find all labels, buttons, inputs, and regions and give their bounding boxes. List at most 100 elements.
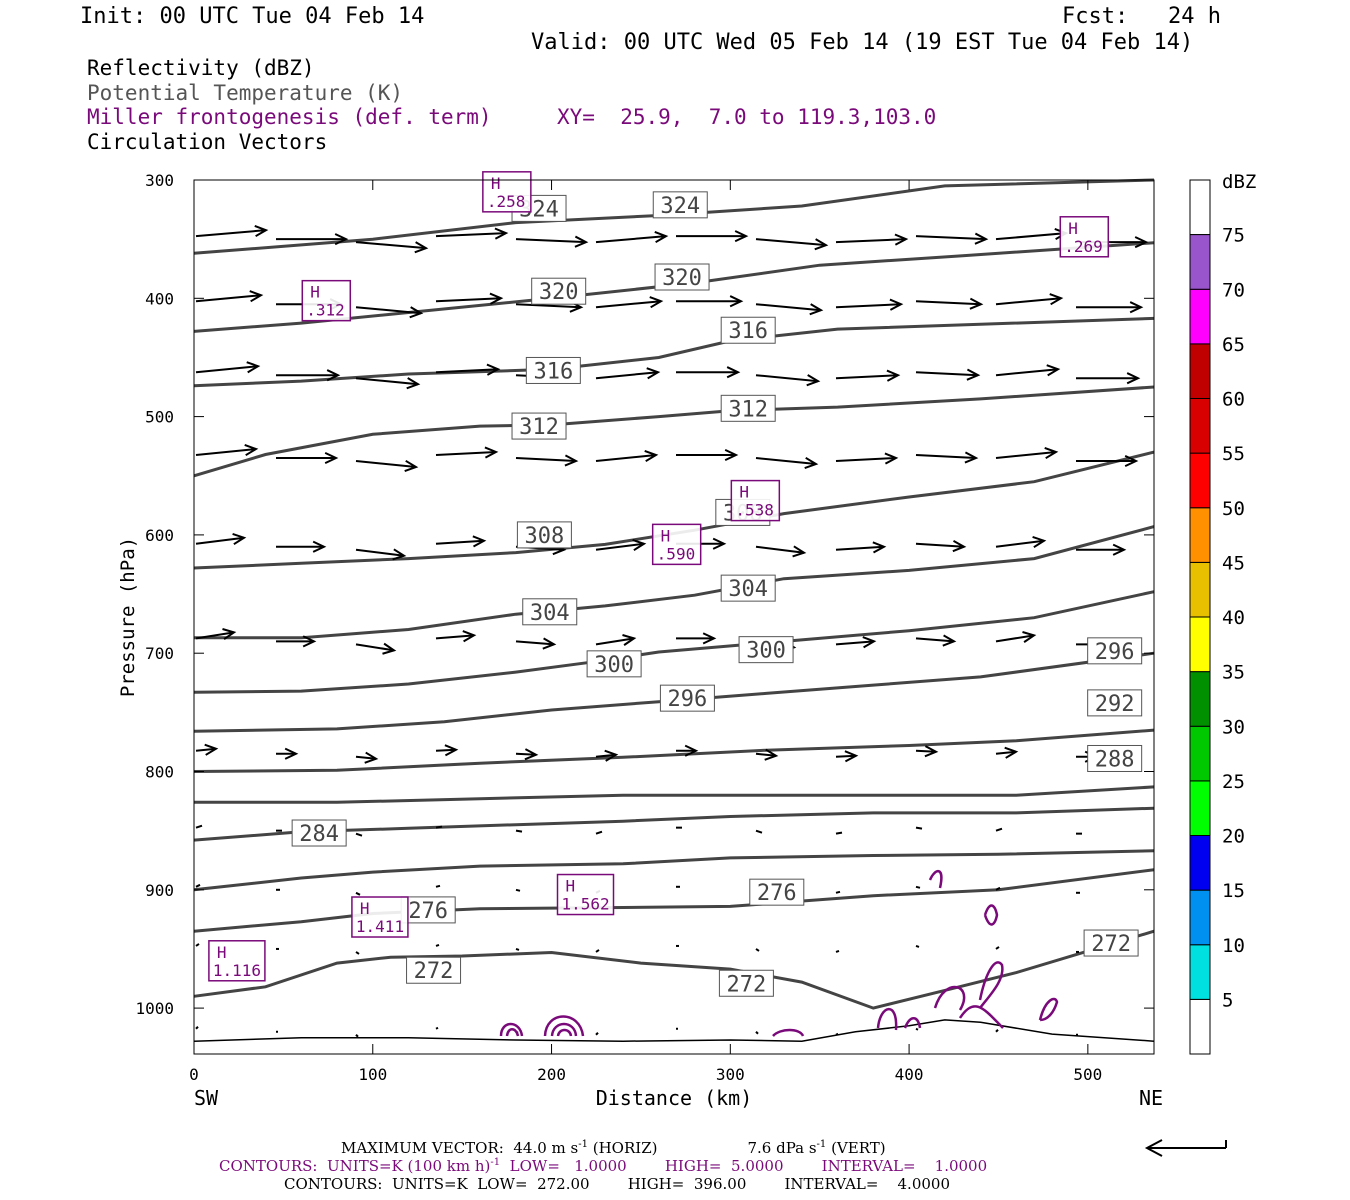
theta-label: 284 xyxy=(291,819,347,847)
theta-contour-272 xyxy=(193,929,1155,1010)
frontogenesis-max-value: .538 xyxy=(735,501,774,520)
circulation-vector xyxy=(355,459,419,472)
y-tick-label: 1000 xyxy=(135,999,174,1018)
theta-label-text: 316 xyxy=(728,319,768,344)
circulation-vector xyxy=(595,539,647,552)
circulation-vector xyxy=(515,829,523,833)
circulation-vector xyxy=(195,943,200,947)
colorbar-label: 30 xyxy=(1222,716,1245,738)
circulation-vector xyxy=(1076,543,1127,556)
theta-label: 272 xyxy=(406,956,462,984)
x-tick-label: 0 xyxy=(189,1065,199,1084)
theta-label: 296 xyxy=(659,684,715,712)
frontogenesis-contour xyxy=(543,1015,585,1037)
theta-contour-308 xyxy=(193,450,1155,570)
frontogenesis-max: H.258 xyxy=(482,171,532,213)
x-tick-label: 200 xyxy=(537,1065,566,1084)
circulation-vector xyxy=(276,635,317,648)
frontogenesis-max: H.312 xyxy=(301,279,352,322)
circulation-vector xyxy=(835,452,899,465)
circulation-vector xyxy=(595,830,603,835)
colorbar-swatch xyxy=(1189,616,1211,673)
frontogenesis-contour xyxy=(928,870,943,889)
y-axis-label: Pressure (hPa) xyxy=(117,537,139,697)
circulation-vector xyxy=(1076,454,1139,468)
footer-max-vector: MAXIMUM VECTOR: 44.0 m s-1 (HORIZ) 7.6 dP… xyxy=(341,1139,886,1157)
colorbar-swatch xyxy=(1189,671,1211,727)
circulation-vector xyxy=(915,232,989,245)
circulation-vector xyxy=(435,535,487,548)
circulation-vector xyxy=(835,950,840,953)
colorbar-unit: dBZ xyxy=(1222,171,1256,193)
frontogenesis-max-value: .258 xyxy=(487,192,526,211)
circulation-vector xyxy=(515,454,579,467)
circulation-vector xyxy=(915,368,981,381)
y-tick-label: 700 xyxy=(145,644,174,663)
circulation-vector xyxy=(515,948,520,951)
frontogenesis-max-value: .312 xyxy=(306,301,345,320)
circulation-vector xyxy=(276,747,299,760)
theta-label: 300 xyxy=(738,636,794,664)
circulation-vector xyxy=(595,296,664,309)
circulation-vector xyxy=(755,948,760,952)
footer-theta-contours: CONTOURS: UNITS=K LOW= 272.00 HIGH= 396.… xyxy=(284,1175,950,1193)
theta-contour-280 xyxy=(193,849,1155,892)
circulation-vector xyxy=(995,886,1001,891)
circulation-vector xyxy=(676,744,699,757)
colorbar-swatch xyxy=(1189,725,1211,782)
circulation-vector xyxy=(595,1032,599,1036)
theta-contour-304 xyxy=(194,525,1155,640)
circulation-vector xyxy=(435,630,477,643)
frontogenesis-contour xyxy=(933,985,966,1011)
frontogenesis-max: H1.411 xyxy=(351,896,409,938)
circulation-vector xyxy=(195,444,259,457)
circulation-vector xyxy=(515,748,539,761)
theta-label: 324 xyxy=(652,191,708,219)
theta-label-text: 320 xyxy=(662,266,702,291)
colorbar-swatch xyxy=(1189,998,1211,1055)
theta-label: 276 xyxy=(749,878,805,906)
frontogenesis-contour xyxy=(550,1022,578,1037)
y-tick-label: 800 xyxy=(145,763,174,782)
theta-label: 316 xyxy=(525,356,581,384)
colorbar-swatch xyxy=(1189,179,1211,236)
theta-label: 304 xyxy=(720,574,776,602)
circulation-vector xyxy=(915,540,967,553)
theta-label: 320 xyxy=(531,277,587,305)
theta-label: 300 xyxy=(586,650,642,678)
circulation-vector xyxy=(355,642,397,655)
circulation-vector xyxy=(915,634,957,647)
valid-time: Valid: 00 UTC Wed 05 Feb 14 (19 EST Tue … xyxy=(531,30,1194,55)
theta-contour-312 xyxy=(193,385,1155,478)
frontogenesis-max-label: H xyxy=(566,877,576,896)
colorbar-label: 75 xyxy=(1222,225,1245,247)
frontogenesis-contour xyxy=(499,1022,524,1037)
theta-contour-292 xyxy=(193,728,1155,773)
circulation-vector xyxy=(515,888,521,892)
circulation-vector xyxy=(435,363,501,376)
circulation-vector xyxy=(835,541,887,554)
frontogenesis-max-label: H xyxy=(217,943,227,962)
circulation-vector xyxy=(595,231,669,244)
circulation-vector xyxy=(995,746,1019,759)
colorbar-swatch xyxy=(1189,889,1211,946)
circulation-vector xyxy=(755,1031,759,1035)
colorbar-label: 65 xyxy=(1222,334,1245,356)
circulation-vector xyxy=(435,744,459,757)
frontogenesis-max-value: .269 xyxy=(1064,237,1103,256)
circulation-vector xyxy=(595,949,600,953)
legend-xy-coordinates: XY= 25.9, 7.0 to 119.3,103.0 xyxy=(557,105,937,129)
circulation-vector xyxy=(595,634,637,646)
circulation-vector xyxy=(995,293,1064,306)
y-tick-label: 600 xyxy=(145,526,174,545)
theta-label-text: 292 xyxy=(1095,692,1135,717)
circulation-vector xyxy=(435,884,441,888)
circulation-vector xyxy=(435,825,443,829)
frontogenesis-max: H.590 xyxy=(651,523,702,566)
circulation-vector xyxy=(595,749,619,762)
circulation-vectors xyxy=(195,225,1149,1038)
theta-label: 272 xyxy=(718,969,774,997)
circulation-vector xyxy=(835,890,841,894)
circulation-vector xyxy=(755,238,829,251)
reference-vector-arrow xyxy=(1144,1139,1227,1157)
